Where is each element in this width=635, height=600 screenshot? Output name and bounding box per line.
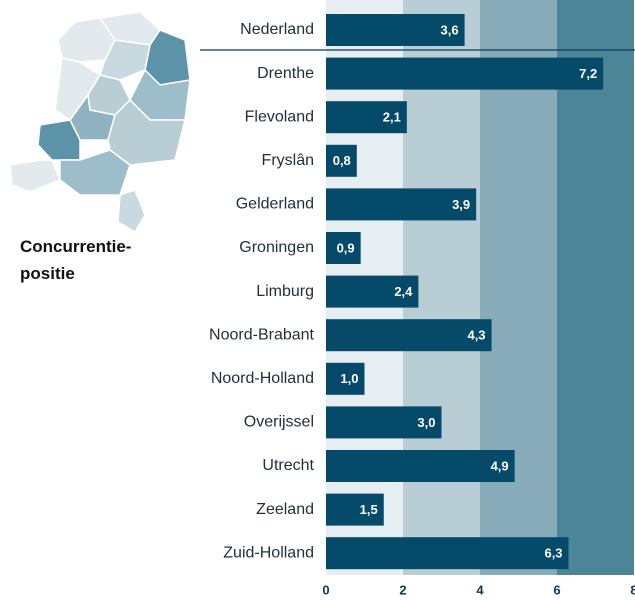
category-label: Fryslân <box>262 152 314 169</box>
x-tick-label: 0 <box>322 582 329 597</box>
bar <box>326 362 365 395</box>
bar <box>326 537 569 570</box>
background-band <box>557 0 634 575</box>
x-tick-label: 8 <box>630 582 635 597</box>
bar <box>326 101 407 134</box>
value-label: 4,3 <box>467 328 485 343</box>
category-label: Noord-Brabant <box>209 326 315 343</box>
value-label: 1,5 <box>360 502 378 517</box>
bar <box>326 275 419 308</box>
bar <box>326 406 442 439</box>
value-label: 7,2 <box>579 66 597 81</box>
map-icon <box>9 11 191 234</box>
category-label: Gelderland <box>236 196 314 213</box>
category-label: Utrecht <box>262 457 314 474</box>
value-label: 6,3 <box>544 546 562 561</box>
value-label: 3,6 <box>441 22 459 37</box>
value-label: 2,1 <box>383 110 401 125</box>
value-label: 0,8 <box>333 153 351 168</box>
category-label: Drenthe <box>257 65 314 82</box>
bar <box>326 14 465 46</box>
value-label: 3,0 <box>417 415 435 430</box>
bar <box>326 188 477 221</box>
value-label: 1,0 <box>340 371 358 386</box>
category-label: Zuid-Holland <box>223 544 314 561</box>
bar <box>326 450 515 482</box>
bar <box>326 319 492 352</box>
category-label: Limburg <box>256 283 314 300</box>
category-label: Zeeland <box>256 501 314 518</box>
category-label: Groningen <box>239 239 314 256</box>
value-label: 2,4 <box>394 284 413 299</box>
category-label: Noord-Holland <box>211 370 314 387</box>
value-label: 4,9 <box>491 458 509 473</box>
category-label: Nederland <box>240 21 314 38</box>
value-label: 0,9 <box>337 240 355 255</box>
bar <box>326 144 357 177</box>
bar <box>326 493 384 526</box>
x-tick-label: 2 <box>399 582 406 597</box>
bar <box>326 232 361 264</box>
x-tick-label: 4 <box>476 582 484 597</box>
category-label: Flevoland <box>245 108 314 125</box>
chart-title: Concurrentie- positie <box>20 237 132 283</box>
x-tick-label: 6 <box>553 582 560 597</box>
bar <box>326 57 604 90</box>
category-label: Overijssel <box>244 414 314 431</box>
value-label: 3,9 <box>452 197 470 212</box>
